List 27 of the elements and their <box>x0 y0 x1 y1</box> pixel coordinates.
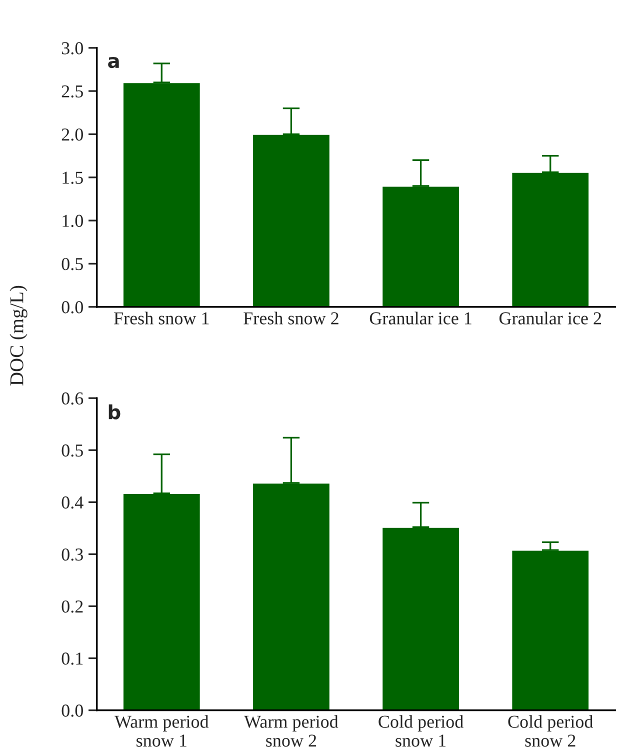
bar <box>381 185 460 307</box>
annotation: a <box>108 56 119 68</box>
y-tick-label: 0.6 <box>62 392 84 405</box>
y-axis-title: DOC (mg/L) <box>10 286 28 386</box>
y-tick-label: 0.5 <box>62 258 83 270</box>
y-tick-label: 1.0 <box>62 214 83 228</box>
y-tick-label: 0.0 <box>62 301 83 314</box>
y-tick-label: 2.5 <box>62 85 83 98</box>
y-tick-label: 2.0 <box>62 128 83 141</box>
x-tick-label: Cold period snow 2 <box>508 715 594 747</box>
x-tick-label: Warm period snow 1 <box>114 715 209 747</box>
x-tick-label: Fresh snow 2 <box>244 312 338 324</box>
x-tick-label: Warm period snow 2 <box>244 715 338 747</box>
x-tick-label: Granular ice 1 <box>370 312 472 324</box>
x-tick-label: Fresh snow 1 <box>114 312 209 324</box>
y-tick-label: 3.0 <box>62 42 83 54</box>
x-tick-label: Cold period snow 1 <box>378 715 464 747</box>
x-tick-label: Granular ice 2 <box>499 312 601 324</box>
y-tick-label: 0.3 <box>62 548 83 561</box>
annotation: b <box>108 404 120 420</box>
y-tick-label: 0.5 <box>62 444 83 457</box>
bar <box>510 549 590 710</box>
y-tick-label: 0.2 <box>62 600 83 613</box>
y-tick-label: 0.1 <box>62 652 83 665</box>
y-tick-label: 1.5 <box>62 172 83 184</box>
y-tick-label: 0.0 <box>62 704 83 717</box>
y-tick-label: 0.4 <box>62 496 84 509</box>
